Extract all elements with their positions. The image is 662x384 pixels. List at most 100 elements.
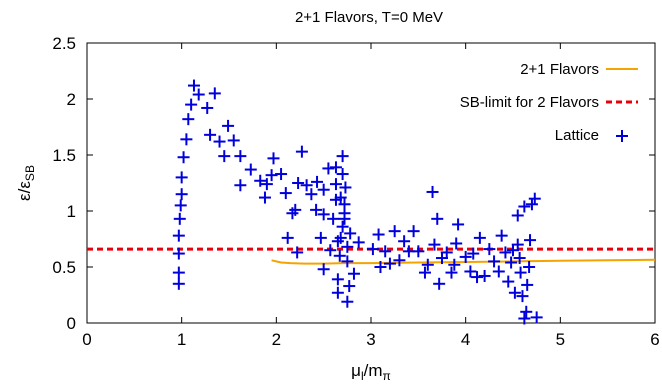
lattice-point — [329, 178, 342, 191]
x-label-base: μ — [351, 361, 361, 380]
y-tick-label: 2 — [67, 90, 76, 109]
y-tick-label: 1.5 — [52, 146, 76, 165]
lattice-point — [440, 246, 453, 259]
lattice-point — [187, 79, 200, 92]
plot-frame — [86, 42, 656, 324]
lattice-point — [383, 257, 396, 270]
x-label-base-sub: l — [361, 369, 364, 383]
legend-entry-flavors: 2+1 Flavors — [520, 61, 638, 78]
lattice-point — [511, 209, 524, 222]
lattice-point — [524, 234, 537, 247]
x-tick-label: 5 — [556, 330, 565, 349]
lattice-point — [343, 280, 356, 293]
lattice-point — [520, 305, 533, 318]
lattice-point — [305, 188, 318, 201]
lattice-point — [431, 212, 444, 225]
lattice-point — [525, 198, 538, 211]
lattice-point — [175, 171, 188, 184]
lattice-point — [339, 181, 352, 194]
lattice-point — [244, 163, 257, 176]
lattice-point — [521, 278, 534, 291]
x-tick-label: 1 — [177, 330, 186, 349]
lattice-point — [234, 179, 247, 192]
lattice-point — [327, 212, 340, 225]
x-tick-label: 4 — [461, 330, 470, 349]
x-tick-label: 6 — [650, 330, 659, 349]
chart-title: 2+1 Flavors, T=0 MeV — [295, 9, 443, 26]
lattice-point — [344, 227, 357, 240]
lattice-point — [467, 247, 480, 260]
lattice-point — [180, 133, 193, 146]
lattice-point — [508, 286, 521, 299]
lattice-point — [518, 200, 531, 213]
y-axis-label: ε/εSB — [15, 165, 37, 201]
lattice-point — [433, 277, 446, 290]
lattice-point — [281, 231, 294, 244]
lattice-point — [341, 255, 354, 268]
lattice-point — [407, 225, 420, 238]
lattice-point — [421, 258, 434, 271]
flavors-line — [271, 258, 656, 265]
lattice-point — [275, 168, 288, 181]
x-tick-label: 0 — [82, 330, 91, 349]
lattice-point — [317, 263, 330, 276]
lattice-point — [174, 199, 187, 212]
lattice-point — [336, 150, 349, 163]
lattice-point — [336, 220, 349, 233]
lattice-point — [495, 229, 508, 242]
lattice-point — [177, 151, 190, 164]
y-label-sub: SB — [23, 165, 37, 181]
lattice-point — [352, 236, 365, 249]
lattice-point — [172, 229, 185, 242]
lattice-point — [428, 238, 441, 251]
lattice-point — [471, 271, 484, 284]
lattice-point — [329, 161, 342, 174]
x-axis-label: μl/mπ — [351, 361, 391, 383]
lattice-point — [459, 250, 472, 263]
lattice-point — [333, 249, 346, 262]
lattice-point — [234, 150, 247, 163]
lattice-point — [291, 246, 304, 259]
lattice-point — [324, 244, 337, 257]
lattice-point — [338, 198, 351, 211]
lattice-point — [523, 261, 536, 273]
lattice-point — [260, 178, 273, 191]
legend-label-flavors: 2+1 Flavors — [520, 61, 599, 78]
lattice-point — [398, 235, 411, 248]
lattice-point — [334, 231, 347, 244]
lattice-point — [254, 174, 267, 187]
legend-label-sb-limit: SB-limit for 2 Flavors — [460, 94, 599, 111]
lattice-point — [289, 203, 302, 216]
lattice-point — [464, 265, 477, 278]
lattice-point — [292, 177, 305, 189]
legend-label-lattice: Lattice — [555, 127, 599, 144]
lattice-point — [267, 152, 280, 165]
lattice-point — [514, 266, 527, 279]
y-tick-label: 0 — [67, 314, 76, 333]
series-layer — [87, 79, 656, 325]
lattice-point — [201, 101, 214, 114]
lattice-point — [473, 231, 486, 244]
lattice-point — [341, 240, 354, 253]
x-label-sep: /m — [364, 361, 383, 380]
lattice-point — [185, 98, 198, 111]
lattice-legend-marker — [616, 130, 628, 142]
legend-swatch-lattice — [616, 130, 628, 142]
lattice-point — [192, 88, 205, 101]
lattice-point — [334, 191, 347, 204]
x-tick-label: 3 — [366, 330, 375, 349]
lattice-point — [172, 247, 185, 260]
lattice-point — [336, 168, 349, 181]
lattice-point — [418, 266, 431, 279]
lattice-point — [393, 254, 406, 267]
lattice-point — [478, 269, 491, 282]
lattice-point — [331, 273, 344, 286]
lattice-point — [300, 179, 313, 192]
lattice-point — [426, 185, 439, 198]
lattice-point — [379, 245, 392, 258]
lattice-point — [499, 246, 512, 259]
lattice-point — [227, 134, 240, 147]
y-axis-ticks: 0 0.5 1 1.5 2 2.5 — [52, 34, 655, 333]
legend: 2+1 Flavors SB-limit for 2 Flavors Latti… — [460, 61, 638, 144]
